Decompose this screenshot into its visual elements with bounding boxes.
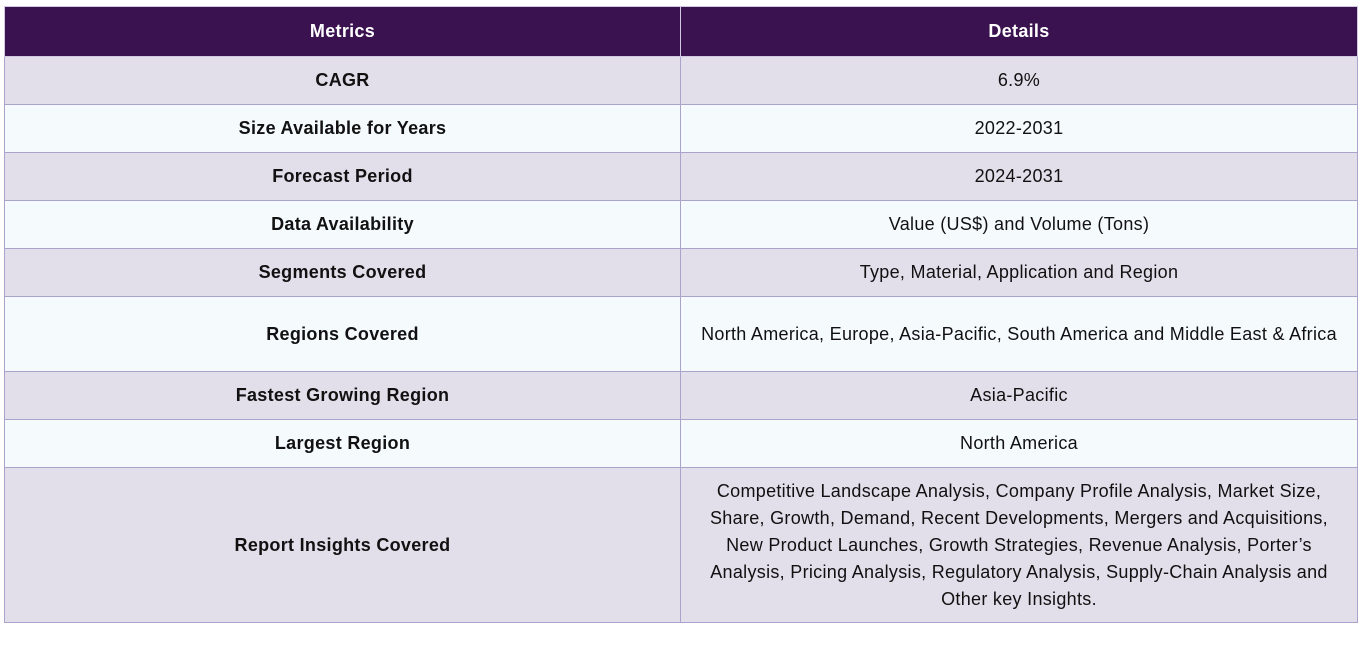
- details-cell: Value (US$) and Volume (Tons): [680, 200, 1358, 249]
- table-row: Report Insights Covered Competitive Land…: [4, 467, 1358, 623]
- table-row: Fastest Growing Region Asia-Pacific: [4, 371, 1358, 420]
- table-row: Size Available for Years 2022-2031: [4, 104, 1358, 153]
- metric-cell: Fastest Growing Region: [4, 371, 681, 420]
- details-cell: North America: [680, 419, 1358, 468]
- metric-cell: Largest Region: [4, 419, 681, 468]
- table-header-row: Metrics Details: [4, 6, 1358, 57]
- table-row: Largest Region North America: [4, 419, 1358, 468]
- metric-cell: Segments Covered: [4, 248, 681, 297]
- table-row: Forecast Period 2024-2031: [4, 152, 1358, 201]
- metric-cell: Forecast Period: [4, 152, 681, 201]
- header-metrics: Metrics: [4, 6, 681, 57]
- details-cell: Asia-Pacific: [680, 371, 1358, 420]
- details-cell: 6.9%: [680, 56, 1358, 105]
- metrics-table: Metrics Details CAGR 6.9% Size Available…: [4, 6, 1358, 623]
- table-row: Segments Covered Type, Material, Applica…: [4, 248, 1358, 297]
- metric-cell: Size Available for Years: [4, 104, 681, 153]
- details-cell: 2022-2031: [680, 104, 1358, 153]
- table-row: Regions Covered North America, Europe, A…: [4, 296, 1358, 372]
- details-cell: Competitive Landscape Analysis, Company …: [680, 467, 1358, 623]
- details-cell: Type, Material, Application and Region: [680, 248, 1358, 297]
- metric-cell: CAGR: [4, 56, 681, 105]
- metric-cell: Data Availability: [4, 200, 681, 249]
- table-row: Data Availability Value (US$) and Volume…: [4, 200, 1358, 249]
- metric-cell: Regions Covered: [4, 296, 681, 372]
- details-cell: North America, Europe, Asia-Pacific, Sou…: [680, 296, 1358, 372]
- metric-cell: Report Insights Covered: [4, 467, 681, 623]
- header-details: Details: [680, 6, 1358, 57]
- details-cell: 2024-2031: [680, 152, 1358, 201]
- table-row: CAGR 6.9%: [4, 56, 1358, 105]
